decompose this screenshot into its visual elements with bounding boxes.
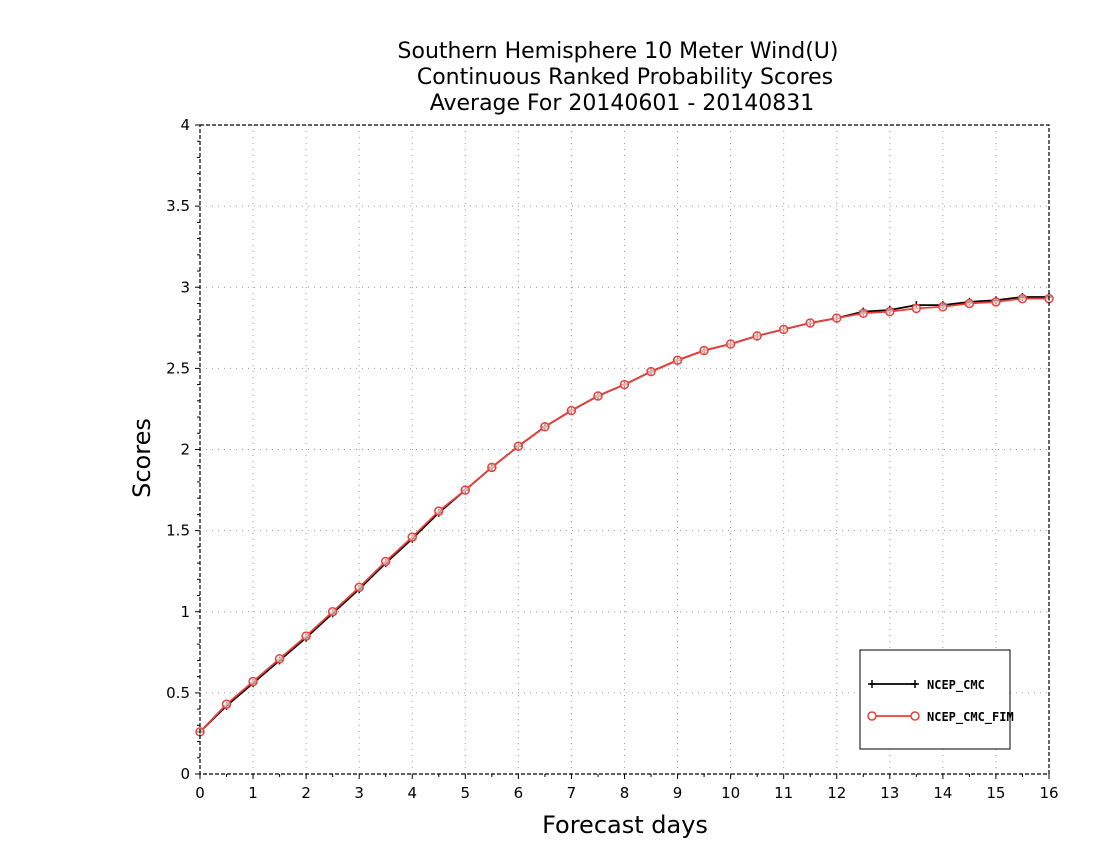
data-point-circle xyxy=(805,318,815,328)
data-point-circle xyxy=(327,607,338,617)
data-point-circle xyxy=(725,339,736,349)
data-point-circle xyxy=(593,391,603,401)
data-point-circle xyxy=(672,355,683,366)
chart-title-line-3: Average For 20140601 - 20140831 xyxy=(430,91,815,116)
y-tick-label: 2.5 xyxy=(166,359,190,377)
x-tick-label: 13 xyxy=(880,784,899,802)
data-point-circle xyxy=(566,405,577,416)
data-point-circle xyxy=(619,379,630,390)
chart-title: Southern Hemisphere 10 Meter Wind(U) Con… xyxy=(398,39,839,116)
data-point-circle xyxy=(832,313,842,323)
y-tick-label: 2 xyxy=(180,441,190,459)
x-tick-label: 9 xyxy=(673,784,683,802)
data-point-circle xyxy=(380,556,391,567)
x-tick-label: 14 xyxy=(933,784,952,802)
plot-area-frame xyxy=(199,124,1050,775)
x-tick-label: 6 xyxy=(514,784,524,802)
data-point-circle xyxy=(964,298,975,309)
legend-marker-circle xyxy=(910,711,920,721)
data-point-circle xyxy=(858,308,869,318)
data-point-circle xyxy=(487,462,497,473)
chart-title-line-2: Continuous Ranked Probability Scores xyxy=(417,65,833,90)
legend: NCEP_CMC NCEP_CMC_FIM xyxy=(859,649,1014,750)
x-tick-label: 4 xyxy=(407,784,417,802)
legend-label: NCEP_CMC xyxy=(927,678,985,693)
data-point-circle xyxy=(991,297,1001,307)
data-point-circle xyxy=(778,324,789,335)
y-tick-label: 0 xyxy=(180,765,190,783)
data-point-circle xyxy=(513,441,524,452)
data-point-circle xyxy=(460,485,471,495)
x-tick-label: 1 xyxy=(248,784,258,802)
data-point-circle xyxy=(752,331,762,341)
legend-marker-circle xyxy=(867,711,877,721)
y-tick-label: 1 xyxy=(180,603,190,621)
legend-marker-plus xyxy=(911,680,919,688)
data-point-circle xyxy=(540,422,550,432)
data-point-circle xyxy=(274,654,285,664)
y-tick-label: 3 xyxy=(180,278,190,296)
legend-box xyxy=(859,649,1011,750)
data-point-circle xyxy=(407,532,417,542)
x-tick-label: 5 xyxy=(461,784,471,802)
y-tick-label: 4 xyxy=(180,116,190,134)
data-point-circle xyxy=(699,345,709,356)
x-tick-label: 7 xyxy=(567,784,577,802)
x-tick-label: 0 xyxy=(195,784,205,802)
y-tick-label: 0.5 xyxy=(166,684,190,702)
axis-ticks: 0 1 2 3 4 5 6 7 8 9 10 11 12 13 14 15 1600.511.522.533.5… xyxy=(166,116,1058,802)
x-tick-label: 8 xyxy=(620,784,630,802)
data-point-circle xyxy=(938,301,948,312)
x-tick-label: 16 xyxy=(1039,784,1058,802)
x-axis-label: Forecast days xyxy=(542,811,708,839)
chart-title-line-1: Southern Hemisphere 10 Meter Wind(U) xyxy=(398,39,839,64)
x-tick-label: 12 xyxy=(827,784,846,802)
data-point-circle xyxy=(301,631,311,641)
x-tick-label: 2 xyxy=(301,784,311,802)
data-point-circle xyxy=(646,366,656,377)
x-tick-label: 15 xyxy=(986,784,1005,802)
data-point-circle xyxy=(1017,293,1028,304)
legend-label: NCEP_CMC_FIM xyxy=(927,710,1014,725)
data-point-circle xyxy=(434,506,444,516)
legend-marker-plus xyxy=(868,680,876,688)
x-tick-label: 3 xyxy=(354,784,364,802)
y-tick-label: 3.5 xyxy=(166,197,190,215)
y-axis-label: Scores xyxy=(128,418,156,498)
y-tick-label: 1.5 xyxy=(166,522,190,540)
data-point-circle xyxy=(221,699,232,709)
data-point-circle xyxy=(248,676,258,687)
x-tick-label: 10 xyxy=(721,784,740,802)
data-point-circle xyxy=(354,582,364,593)
x-tick-label: 11 xyxy=(774,784,793,802)
data-point-circle xyxy=(885,306,895,317)
data-point-circle xyxy=(911,303,922,314)
